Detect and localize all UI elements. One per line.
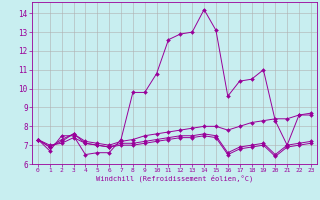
X-axis label: Windchill (Refroidissement éolien,°C): Windchill (Refroidissement éolien,°C) [96,175,253,182]
